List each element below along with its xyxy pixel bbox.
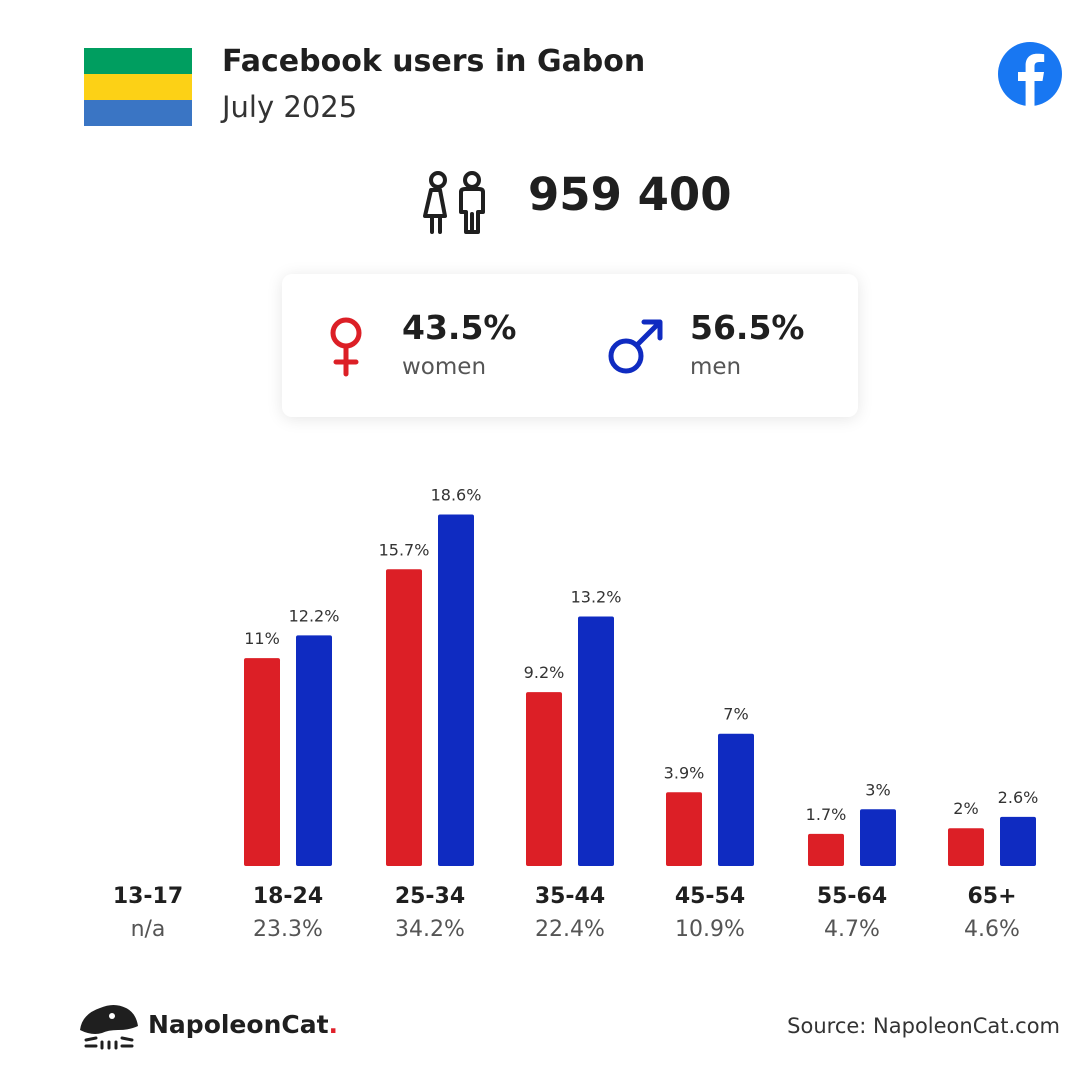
napoleoncat-logo-icon: [80, 1005, 138, 1050]
page-subtitle: July 2025: [222, 90, 358, 124]
age-gender-bar-chart: 11% 12.2% 15.7% 18.6% 9.2% 13.2% 3.9% 7% 1.7% 3% 2…: [244, 485, 1039, 866]
age-group-label: 45-54: [674, 884, 746, 909]
page-title: Facebook users in Gabon: [222, 44, 646, 79]
bar-18-24-men: [296, 635, 332, 866]
users-icon: [423, 171, 485, 234]
age-group-label: 35-44: [534, 884, 606, 909]
bar-value-label: 18.6%: [431, 485, 482, 504]
bar-value-label: 1.7%: [806, 805, 847, 824]
age-group-total: 4.6%: [964, 917, 1020, 942]
total-users-value: 959 400: [528, 168, 732, 221]
bar-value-label: 12.2%: [289, 606, 340, 625]
flag-stripe-blue: [84, 100, 192, 126]
age-group-total: 34.2%: [395, 917, 465, 942]
age-group-total: 4.7%: [824, 917, 880, 942]
age-group-total: n/a: [130, 917, 166, 942]
women-percentage: 43.5%: [402, 308, 517, 347]
age-group-total: 23.3%: [253, 917, 323, 942]
age-group-total: 22.4%: [535, 917, 605, 942]
bar-value-label: 9.2%: [524, 663, 565, 682]
bar-35-44-men: [578, 616, 614, 866]
bar-value-label: 7%: [723, 705, 748, 724]
gender-split-card: 43.5% women 56.5% men: [282, 274, 858, 417]
facebook-icon: [998, 42, 1062, 106]
bar-value-label: 2.6%: [998, 788, 1039, 807]
gabon-flag: [84, 48, 192, 126]
age-group-label: 13-17: [112, 884, 184, 909]
brand-name: NapoleonCat: [148, 1010, 329, 1039]
men-label: men: [690, 354, 742, 380]
bar-55-64-women: [808, 833, 844, 866]
women-label: women: [402, 354, 487, 380]
source-text: Source: NapoleonCat.com: [787, 1014, 1060, 1038]
bar-value-label: 3.9%: [664, 763, 705, 782]
flag-stripe-yellow: [84, 74, 192, 100]
napoleoncat-brand: NapoleonCat.: [148, 1010, 338, 1039]
bar-value-label: 15.7%: [379, 540, 430, 559]
bar-45-54-men: [718, 733, 754, 866]
bar-65+-men: [1000, 816, 1036, 866]
bar-45-54-women: [666, 792, 702, 866]
bar-value-label: 3%: [865, 780, 890, 799]
age-group-label: 25-34: [394, 884, 466, 909]
age-group-label: 18-24: [252, 884, 324, 909]
age-group-total: 10.9%: [675, 917, 745, 942]
female-symbol-icon: [330, 317, 362, 377]
age-group-label: 55-64: [816, 884, 888, 909]
flag-stripe-green: [84, 48, 192, 74]
bar-18-24-women: [244, 658, 280, 866]
bar-value-label: 2%: [953, 799, 978, 818]
bar-value-label: 13.2%: [571, 588, 622, 607]
bar-65+-women: [948, 828, 984, 866]
bar-25-34-men: [438, 514, 474, 866]
bar-35-44-women: [526, 692, 562, 866]
bar-value-label: 11%: [244, 629, 280, 648]
brand-dot: .: [328, 1010, 339, 1039]
male-symbol-icon: [608, 319, 663, 374]
age-group-label: 65+: [967, 884, 1017, 909]
bar-55-64-men: [860, 809, 896, 866]
men-percentage: 56.5%: [690, 308, 805, 347]
bar-25-34-women: [386, 569, 422, 866]
